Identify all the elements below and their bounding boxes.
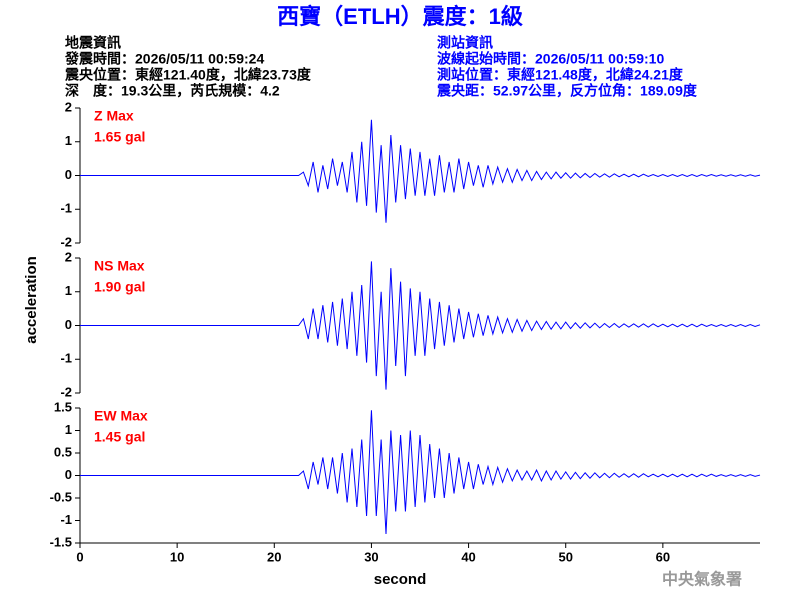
y-axis-label: acceleration [23,256,40,344]
waveform [80,119,761,223]
waveform [80,410,761,535]
annotation: 1.65 gal [94,129,145,145]
info-right: 波線起始時間：2026/05/11 00:59:10 [437,51,664,67]
x-axis-label: second [374,571,427,588]
y-tick-label: 0 [65,167,72,182]
x-tick-label: 30 [364,549,378,564]
y-tick-label: -1.5 [50,534,72,549]
annotation: NS Max [94,258,145,274]
x-tick-label: 10 [170,549,184,564]
y-tick-label: -1 [60,351,72,366]
info-left: 震央位置：東經121.40度，北緯23.73度 [64,67,312,83]
annotation: 1.45 gal [94,429,145,445]
y-tick-label: 2 [65,249,72,264]
info-left: 地震資訊 [65,35,121,51]
x-tick-label: 50 [558,549,572,564]
y-tick-label: 0 [65,317,72,332]
footer: 中央氣象署 [662,570,742,589]
y-tick-label: 1.5 [54,399,72,414]
y-tick-label: 0.5 [54,444,72,459]
y-tick-label: 2 [65,99,72,114]
y-tick-label: 1 [65,283,72,298]
y-tick-label: 1 [65,422,72,437]
x-tick-label: 40 [461,549,475,564]
info-left: 深 度：19.3公里，芮氏規模：4.2 [65,83,280,99]
y-tick-label: -1 [60,201,72,216]
y-tick-label: 0 [65,467,72,482]
info-left: 發震時間：2026/05/11 00:59:24 [64,51,264,67]
annotation: EW Max [94,408,148,424]
y-tick-label: -1 [60,512,72,527]
x-tick-label: 0 [76,549,83,564]
info-right: 測站位置：東經121.48度，北緯24.21度 [437,67,684,83]
annotation: Z Max [94,108,134,124]
info-right: 震央距：52.97公里，反方位角：189.09度 [436,83,698,99]
y-tick-label: -2 [60,234,72,249]
x-tick-label: 60 [656,549,670,564]
annotation: 1.90 gal [94,279,145,295]
y-tick-label: 1 [65,133,72,148]
y-tick-label: -0.5 [50,489,72,504]
info-right: 測站資訊 [437,35,493,51]
y-tick-label: -2 [60,384,72,399]
title: 西寶（ETLH）震度：1級 [277,4,523,29]
waveform [80,261,761,390]
x-tick-label: 20 [267,549,281,564]
